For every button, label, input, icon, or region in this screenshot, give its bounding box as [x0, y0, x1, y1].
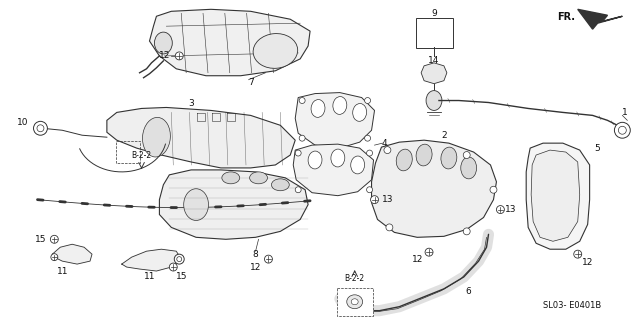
- Ellipse shape: [154, 32, 172, 54]
- Text: 6: 6: [466, 287, 472, 296]
- Circle shape: [174, 254, 184, 264]
- Ellipse shape: [347, 295, 363, 309]
- Circle shape: [386, 224, 393, 231]
- Circle shape: [384, 147, 391, 153]
- Text: 14: 14: [428, 56, 440, 65]
- Circle shape: [264, 255, 273, 263]
- Text: 12: 12: [412, 255, 423, 263]
- Text: 9: 9: [431, 9, 437, 18]
- Circle shape: [367, 150, 372, 156]
- Text: 12: 12: [250, 263, 261, 271]
- Text: 2: 2: [441, 131, 447, 140]
- Text: B-2-2: B-2-2: [131, 151, 152, 160]
- Circle shape: [33, 121, 47, 135]
- Circle shape: [51, 235, 58, 243]
- Text: 13: 13: [504, 205, 516, 214]
- Text: 8: 8: [253, 250, 259, 259]
- Circle shape: [367, 187, 372, 193]
- Polygon shape: [421, 63, 447, 84]
- Circle shape: [51, 254, 58, 261]
- Polygon shape: [150, 9, 310, 76]
- Circle shape: [574, 250, 582, 258]
- Circle shape: [490, 186, 497, 193]
- Ellipse shape: [396, 149, 412, 171]
- Circle shape: [299, 135, 305, 141]
- Circle shape: [614, 122, 630, 138]
- Text: 1: 1: [623, 108, 628, 117]
- Ellipse shape: [351, 299, 358, 305]
- Polygon shape: [295, 93, 374, 148]
- Ellipse shape: [331, 149, 345, 167]
- Circle shape: [170, 263, 177, 271]
- Ellipse shape: [222, 172, 240, 184]
- Ellipse shape: [353, 103, 367, 121]
- Text: 7: 7: [248, 78, 253, 87]
- Ellipse shape: [416, 144, 432, 166]
- Ellipse shape: [426, 91, 442, 110]
- Text: SL03- E0401B: SL03- E0401B: [543, 301, 602, 310]
- Ellipse shape: [308, 151, 322, 169]
- Text: 11: 11: [56, 266, 68, 276]
- Text: 5: 5: [595, 144, 600, 152]
- Text: 12: 12: [159, 51, 170, 60]
- Circle shape: [425, 248, 433, 256]
- Circle shape: [497, 205, 504, 213]
- Text: 13: 13: [381, 195, 393, 204]
- Circle shape: [295, 150, 301, 156]
- Text: 12: 12: [582, 258, 593, 267]
- Circle shape: [295, 187, 301, 193]
- Ellipse shape: [461, 157, 477, 179]
- Ellipse shape: [184, 189, 209, 220]
- Polygon shape: [526, 143, 589, 249]
- Text: FR.: FR.: [557, 12, 575, 22]
- Text: 11: 11: [144, 272, 156, 281]
- Text: 4: 4: [381, 139, 387, 148]
- Polygon shape: [372, 140, 497, 237]
- Polygon shape: [159, 170, 308, 239]
- Text: 15: 15: [35, 235, 46, 244]
- Text: 10: 10: [17, 118, 28, 127]
- FancyBboxPatch shape: [337, 288, 372, 315]
- Circle shape: [175, 52, 183, 60]
- Circle shape: [463, 228, 470, 235]
- Polygon shape: [578, 9, 622, 29]
- Ellipse shape: [250, 172, 268, 184]
- Ellipse shape: [143, 117, 170, 157]
- Ellipse shape: [311, 100, 325, 117]
- Circle shape: [365, 98, 371, 103]
- Polygon shape: [293, 144, 374, 196]
- Circle shape: [299, 98, 305, 103]
- Text: 3: 3: [188, 99, 194, 108]
- Ellipse shape: [333, 97, 347, 115]
- Polygon shape: [107, 108, 295, 168]
- Polygon shape: [122, 249, 181, 271]
- Circle shape: [463, 152, 470, 159]
- Circle shape: [371, 196, 378, 204]
- Ellipse shape: [271, 179, 289, 191]
- Ellipse shape: [441, 147, 457, 169]
- Text: 15: 15: [175, 272, 187, 281]
- Polygon shape: [52, 244, 92, 264]
- Polygon shape: [531, 150, 580, 241]
- Circle shape: [365, 135, 371, 141]
- Ellipse shape: [253, 33, 298, 68]
- Ellipse shape: [351, 156, 365, 174]
- Text: B-2-2: B-2-2: [344, 274, 365, 284]
- FancyBboxPatch shape: [416, 18, 453, 48]
